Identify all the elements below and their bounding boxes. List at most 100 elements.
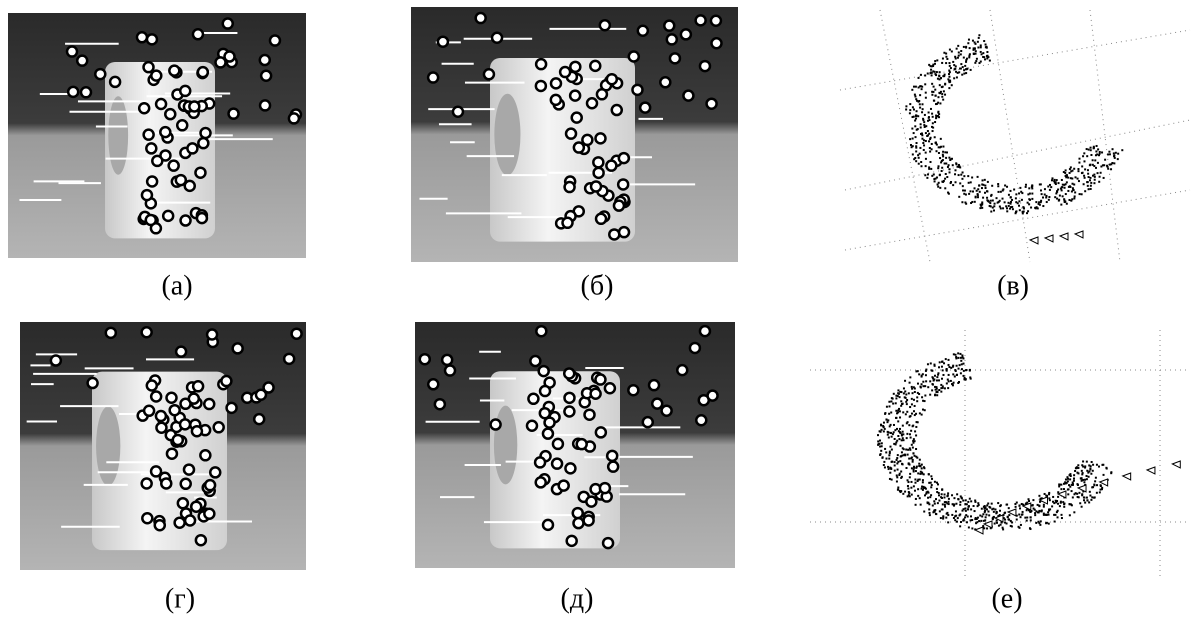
cloud-point (1083, 183, 1085, 185)
cloud-point (962, 189, 964, 191)
cloud-point (917, 472, 919, 474)
cloud-point (883, 422, 885, 424)
cloud-point (957, 45, 959, 47)
cloud-point (1043, 506, 1045, 508)
cloud-point (914, 96, 916, 98)
cloud-point (947, 379, 949, 381)
cloud-point (913, 485, 915, 487)
cloud-point (948, 193, 950, 195)
mug-handle (494, 94, 520, 176)
cloud-point (1028, 500, 1030, 502)
cloud-point (891, 449, 893, 451)
cloud-point (944, 94, 946, 96)
cloud-point (1028, 187, 1030, 189)
cloud-point (949, 65, 951, 67)
cloud-point (980, 205, 982, 207)
cloud-point (904, 454, 906, 456)
cloud-point (964, 377, 966, 379)
cloud-point (956, 76, 958, 78)
cloud-point (1065, 482, 1067, 484)
cloud-point (949, 71, 951, 73)
cloud-point (1002, 198, 1004, 200)
cloud-point (904, 380, 906, 382)
cloud-point (913, 438, 915, 440)
feature-point (147, 34, 157, 44)
cloud-point (937, 102, 939, 104)
grid-line (845, 190, 1190, 250)
cloud-point (1090, 182, 1092, 184)
cloud-point (942, 151, 944, 153)
cloud-point (1121, 149, 1123, 151)
cloud-point (915, 98, 917, 100)
cloud-point (1055, 500, 1057, 502)
cloud-point (1018, 514, 1020, 516)
cloud-point (922, 142, 924, 144)
cloud-point (1065, 176, 1067, 178)
cloud-point (1000, 207, 1002, 209)
cloud-point (921, 396, 923, 398)
cloud-point (880, 424, 882, 426)
cloud-point (980, 520, 982, 522)
cloud-point (902, 433, 904, 435)
cloud-point (928, 111, 930, 113)
cloud-point (1077, 178, 1079, 180)
cloud-point (1075, 467, 1077, 469)
cloud-point (970, 500, 972, 502)
feature-point (700, 326, 710, 336)
cloud-point (1031, 505, 1033, 507)
cloud-point (919, 412, 921, 414)
cloud-point (976, 58, 978, 60)
cloud-point (904, 396, 906, 398)
cloud-point (934, 136, 936, 138)
cloud-point (984, 179, 986, 181)
cloud-point (1029, 199, 1031, 201)
cloud-point (1091, 496, 1093, 498)
cloud-point (888, 437, 890, 439)
cloud-point (1109, 153, 1111, 155)
cloud-point (1056, 198, 1058, 200)
cloud-point (929, 394, 931, 396)
feature-point (570, 91, 580, 101)
cloud-point (906, 399, 908, 401)
cloud-point (1081, 165, 1083, 167)
cloud-point (1099, 491, 1101, 493)
cloud-point (945, 358, 947, 360)
feature-point (593, 157, 603, 167)
cloud-point (992, 199, 994, 201)
cloud-point (943, 52, 945, 54)
cloud-point (941, 170, 943, 172)
cloud-point (957, 352, 959, 354)
cloud-point (965, 46, 967, 48)
cloud-point (975, 196, 977, 198)
cloud-point (894, 438, 896, 440)
cloud-point (905, 449, 907, 451)
cloud-point (1090, 177, 1092, 179)
cloud-point (952, 373, 954, 375)
cloud-point (1110, 471, 1112, 473)
cloud-point (962, 66, 964, 68)
cloud-point (951, 383, 953, 385)
cloud-point (1102, 164, 1104, 166)
cloud-point (945, 53, 947, 55)
cloud-point (954, 169, 956, 171)
cloud-point (934, 503, 936, 505)
cloud-point (890, 424, 892, 426)
feature-point (169, 66, 179, 76)
mug-handle (494, 406, 517, 485)
feature-point (560, 67, 570, 77)
cloud-point (886, 421, 888, 423)
cloud-point (981, 515, 983, 517)
cloud-point (1030, 516, 1032, 518)
cloud-point (977, 176, 979, 178)
feature-point (223, 19, 233, 29)
cloud-point (968, 526, 970, 528)
cloud-point (1078, 162, 1080, 164)
feature-point (587, 98, 597, 108)
cloud-point (1079, 502, 1081, 504)
cloud-point (993, 209, 995, 211)
cloud-point (933, 173, 935, 175)
cloud-point (1041, 193, 1043, 195)
cloud-point (927, 497, 929, 499)
cloud-point (1107, 168, 1109, 170)
cloud-point (925, 165, 927, 167)
